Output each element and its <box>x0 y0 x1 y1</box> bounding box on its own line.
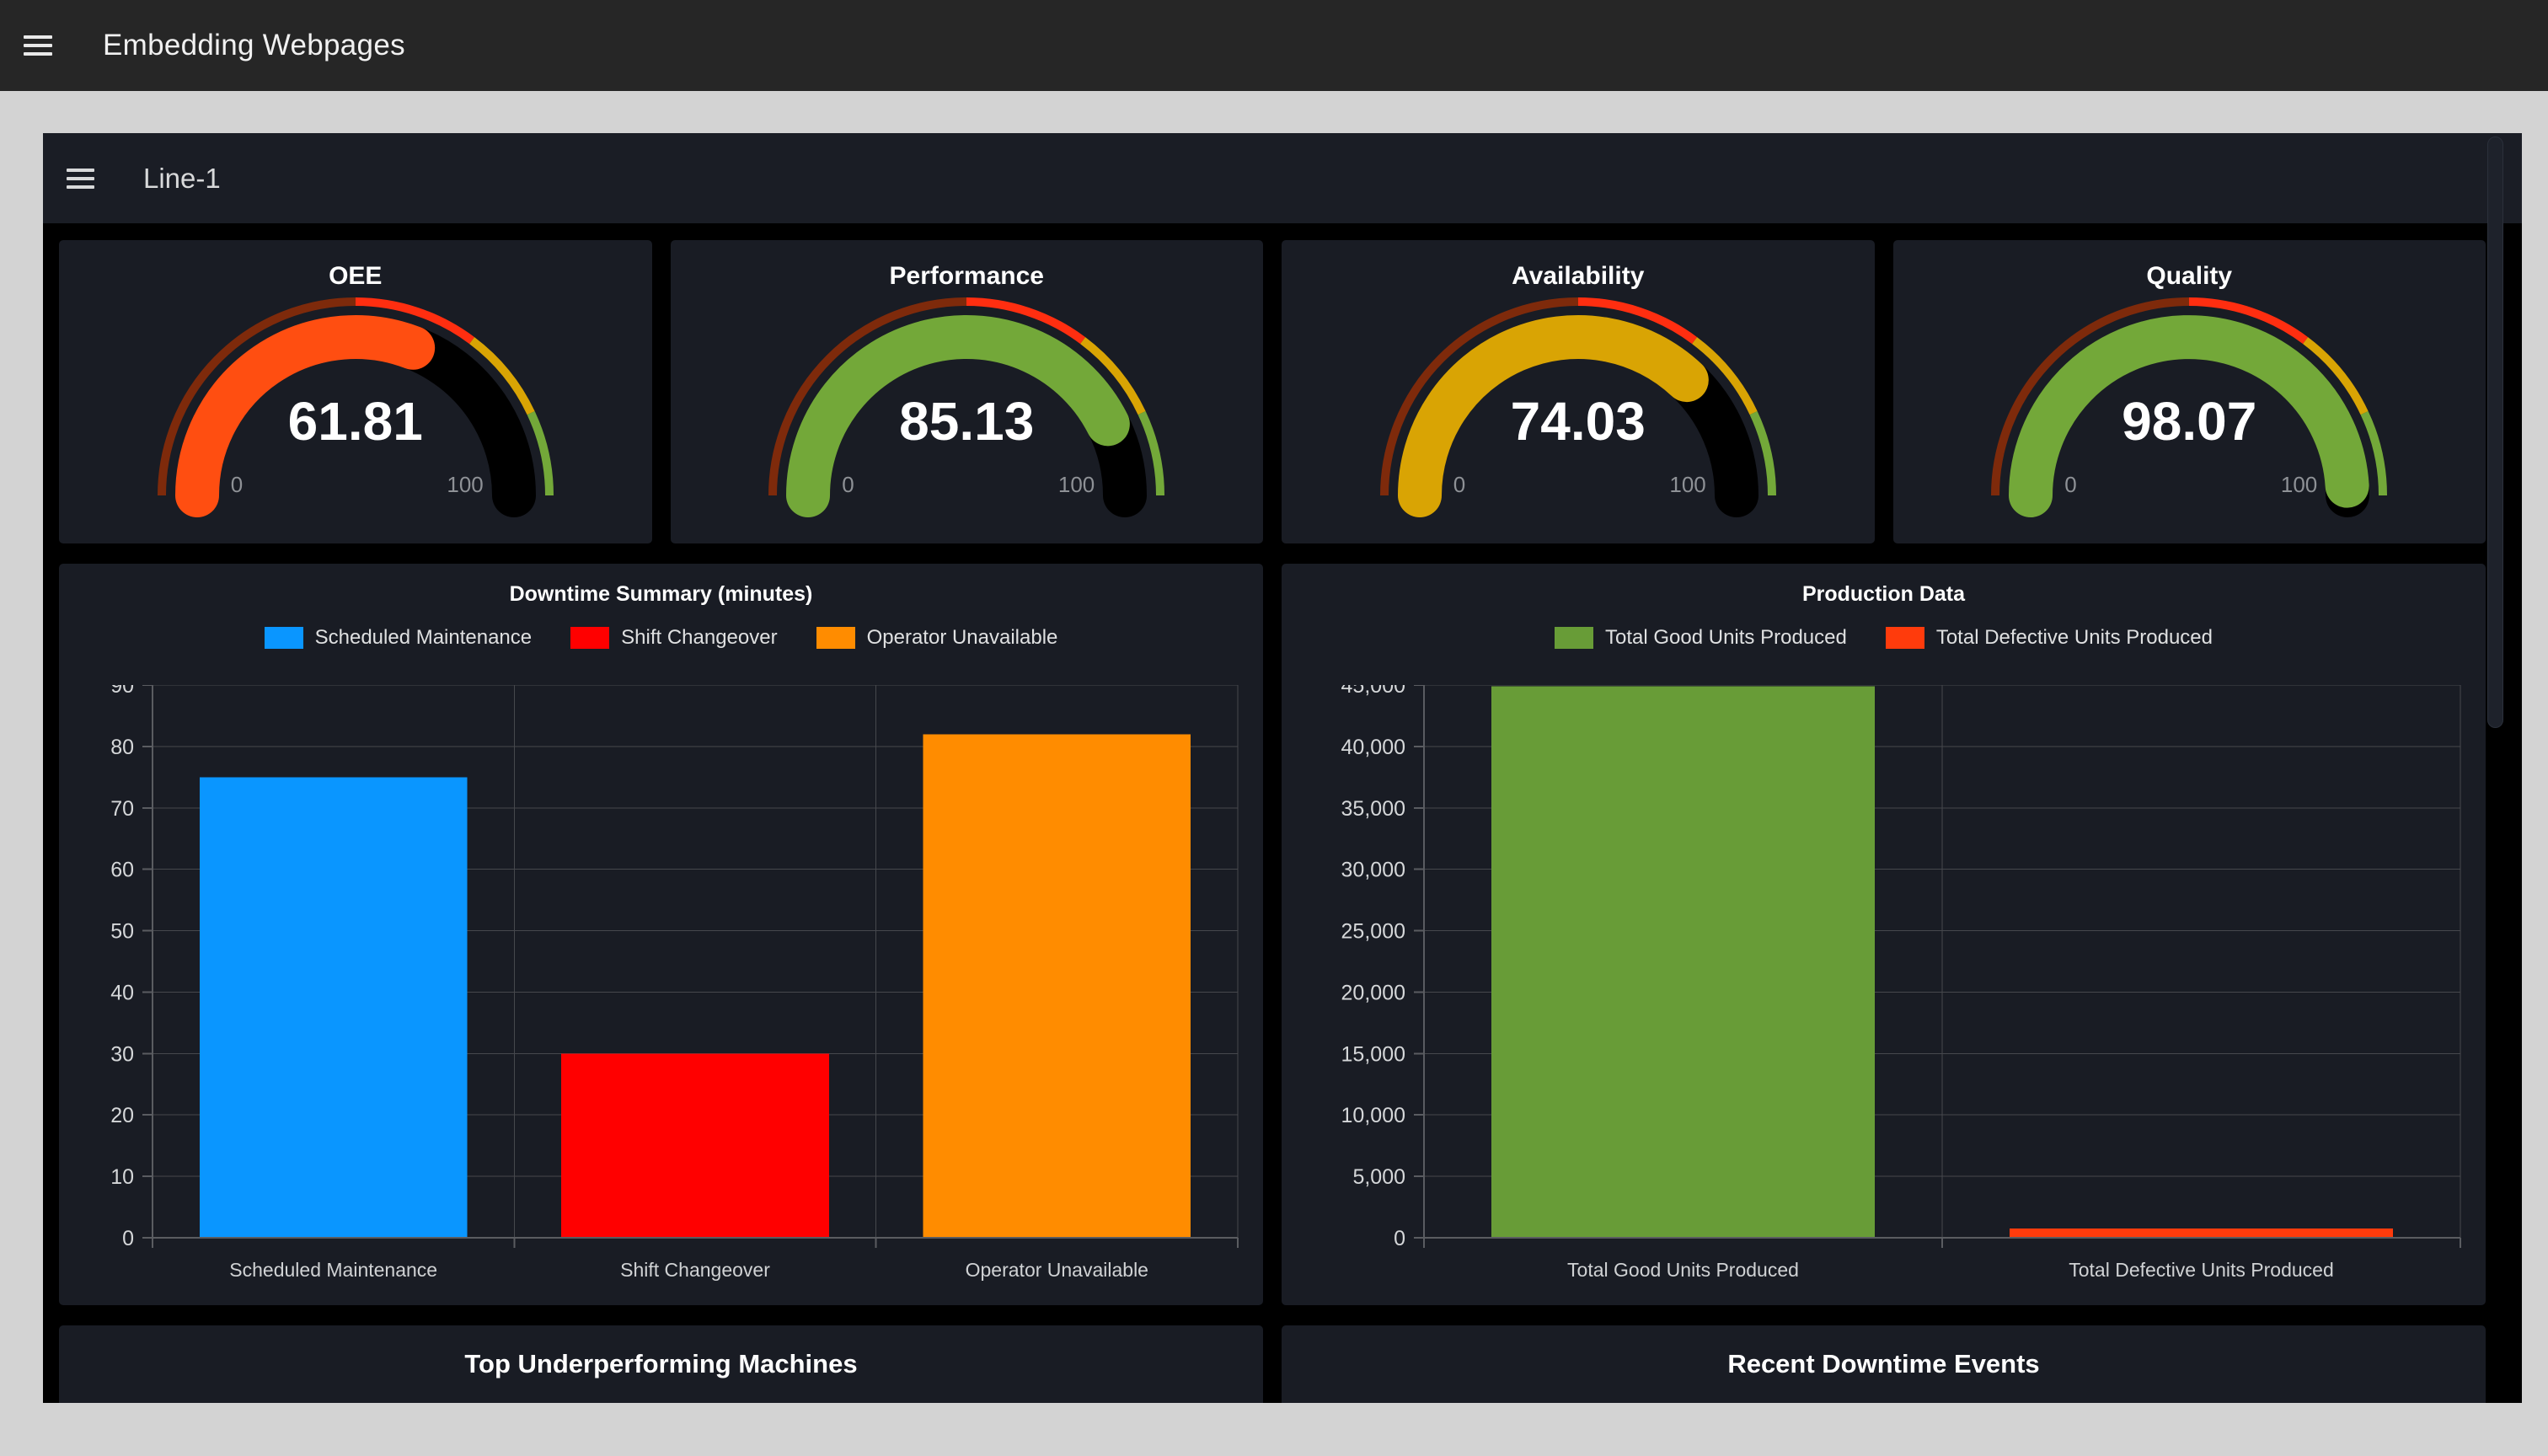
embedded-dashboard-frame: Line-1 OEE 61.81 0 100 Performance 85.13… <box>43 133 2522 1403</box>
bar <box>1491 686 1875 1238</box>
panel-title: Top Underperforming Machines <box>464 1349 858 1378</box>
gauge-max-label: 100 <box>1057 472 1095 497</box>
gauge-min-label: 0 <box>230 472 244 497</box>
bar <box>199 777 468 1238</box>
svg-text:5,000: 5,000 <box>1352 1165 1405 1189</box>
page-title: Embedding Webpages <box>103 29 405 62</box>
gauge-min-label: 0 <box>842 472 854 497</box>
dashboard-header: Line-1 <box>43 133 2522 223</box>
legend-swatch <box>570 627 610 649</box>
svg-text:Total Defective Units Produced: Total Defective Units Produced <box>2069 1259 2334 1281</box>
gauge-oee: 61.81 0 100 <box>120 270 592 540</box>
chart-title: Downtime Summary (minutes) <box>509 582 813 606</box>
svg-text:80: 80 <box>110 736 134 759</box>
panel-top-underperforming-machines: Top Underperforming Machines <box>59 1325 1263 1403</box>
svg-text:50: 50 <box>110 920 134 944</box>
svg-text:45,000: 45,000 <box>1341 685 1405 698</box>
gauge-min-label: 0 <box>1453 472 1466 497</box>
svg-text:30,000: 30,000 <box>1341 859 1405 882</box>
legend-item[interactable]: Shift Changeover <box>570 626 778 650</box>
svg-text:0: 0 <box>1394 1227 1405 1250</box>
hamburger-menu-icon[interactable] <box>67 168 94 189</box>
gauge-title: Performance <box>889 262 1044 290</box>
gauge-arc <box>1991 297 2388 517</box>
gauge-panel-oee: OEE 61.81 0 100 <box>59 240 652 543</box>
legend-item[interactable]: Operator Unavailable <box>816 626 1058 650</box>
legend-item[interactable]: Scheduled Maintenance <box>264 626 533 650</box>
gauge-title: Quality <box>2146 262 2233 290</box>
gauge-availability: 74.03 0 100 <box>1342 270 1814 540</box>
gauge-value: 61.81 <box>287 391 423 452</box>
dashboard-title: Line-1 <box>143 162 221 194</box>
svg-text:10: 10 <box>110 1165 134 1189</box>
legend-swatch <box>1885 627 1924 649</box>
legend-swatch <box>816 627 855 649</box>
hamburger-menu-icon[interactable] <box>24 35 52 56</box>
dashboard-grid: OEE 61.81 0 100 Performance 85.13 0 100 <box>43 223 2522 1403</box>
bar <box>561 1053 829 1238</box>
panel-title: Recent Downtime Events <box>1727 1349 2040 1378</box>
svg-text:40,000: 40,000 <box>1341 736 1405 759</box>
svg-text:Scheduled Maintenance: Scheduled Maintenance <box>229 1259 437 1281</box>
gauge-range: 0 100 <box>2064 474 2317 495</box>
legend-label: Operator Unavailable <box>866 626 1058 649</box>
gauge-panel-quality: Quality 98.07 0 100 <box>1892 240 2486 543</box>
gauge-arc <box>1379 297 1776 517</box>
legend-label: Scheduled Maintenance <box>314 626 533 649</box>
legend-item[interactable]: Total Good Units Produced <box>1555 626 1847 650</box>
bar-chart-production: 0 5,000 10,000 15,000 20,000 25,000 30,000 35,0… <box>1341 685 2461 1281</box>
svg-text:20,000: 20,000 <box>1341 981 1405 1004</box>
legend-label: Total Good Units Produced <box>1605 626 1847 649</box>
svg-text:60: 60 <box>110 859 134 882</box>
gauge-range: 0 100 <box>231 474 484 495</box>
gauge-max-label: 100 <box>1669 472 1706 497</box>
svg-text:Shift Changeover: Shift Changeover <box>620 1259 770 1281</box>
gauge-panel-availability: Availability 74.03 0 100 <box>1282 240 1875 543</box>
svg-text:35,000: 35,000 <box>1341 797 1405 821</box>
legend-item[interactable]: Total Defective Units Produced <box>1885 626 2213 650</box>
svg-text:15,000: 15,000 <box>1341 1042 1405 1066</box>
svg-text:40: 40 <box>110 981 134 1004</box>
gauge-value: 74.03 <box>1510 391 1646 452</box>
gauge-min-label: 0 <box>2064 472 2077 497</box>
panel-recent-downtime-events: Recent Downtime Events <box>1282 1325 2486 1403</box>
svg-text:0: 0 <box>122 1227 134 1250</box>
legend-label: Total Defective Units Produced <box>1935 626 2213 649</box>
legend-label: Shift Changeover <box>621 626 778 649</box>
gauge-performance: 85.13 0 100 <box>731 270 1202 540</box>
gauge-value: 85.13 <box>899 391 1035 452</box>
gauge-title: OEE <box>329 262 383 290</box>
svg-text:10,000: 10,000 <box>1341 1104 1405 1127</box>
bar <box>923 734 1191 1238</box>
svg-text:Operator Unavailable: Operator Unavailable <box>966 1259 1148 1281</box>
svg-text:90: 90 <box>110 685 134 698</box>
gauge-arc <box>768 297 1165 517</box>
legend-swatch <box>264 627 303 649</box>
svg-text:20: 20 <box>110 1104 134 1127</box>
svg-text:25,000: 25,000 <box>1341 920 1405 944</box>
gauge-title: Availability <box>1512 262 1645 290</box>
svg-text:30: 30 <box>110 1042 134 1066</box>
chart-legend: Total Good Units Produced Total Defective… <box>1282 626 2486 650</box>
top-app-bar: Embedding Webpages <box>0 0 2548 91</box>
svg-text:Total Good Units Produced: Total Good Units Produced <box>1567 1259 1799 1281</box>
gauge-max-label: 100 <box>2280 472 2318 497</box>
gauge-value: 98.07 <box>2122 391 2257 452</box>
vertical-scrollbar-thumb[interactable] <box>2487 136 2503 728</box>
gauge-panel-performance: Performance 85.13 0 100 <box>670 240 1263 543</box>
chart-title: Production Data <box>1801 582 1966 606</box>
legend-swatch <box>1555 627 1593 649</box>
chart-panel-downtime-summary: Downtime Summary (minutes) Scheduled Mai… <box>59 564 1263 1305</box>
bar <box>2010 1228 2394 1238</box>
gauge-range: 0 100 <box>842 474 1095 495</box>
gauge-arc <box>157 297 554 517</box>
svg-text:70: 70 <box>110 797 134 821</box>
gauge-quality: 98.07 0 100 <box>1953 270 2425 540</box>
gauge-max-label: 100 <box>447 472 484 497</box>
gauge-range: 0 100 <box>1453 474 1706 495</box>
bar-chart-downtime: 0 10 20 30 40 50 60 70 80 90 Scheduled Maintenance… <box>110 685 1239 1281</box>
chart-legend: Scheduled Maintenance Shift Changeover Ope… <box>59 626 1263 650</box>
chart-panel-production-data: Production Data Total Good Units Produce… <box>1282 564 2486 1305</box>
